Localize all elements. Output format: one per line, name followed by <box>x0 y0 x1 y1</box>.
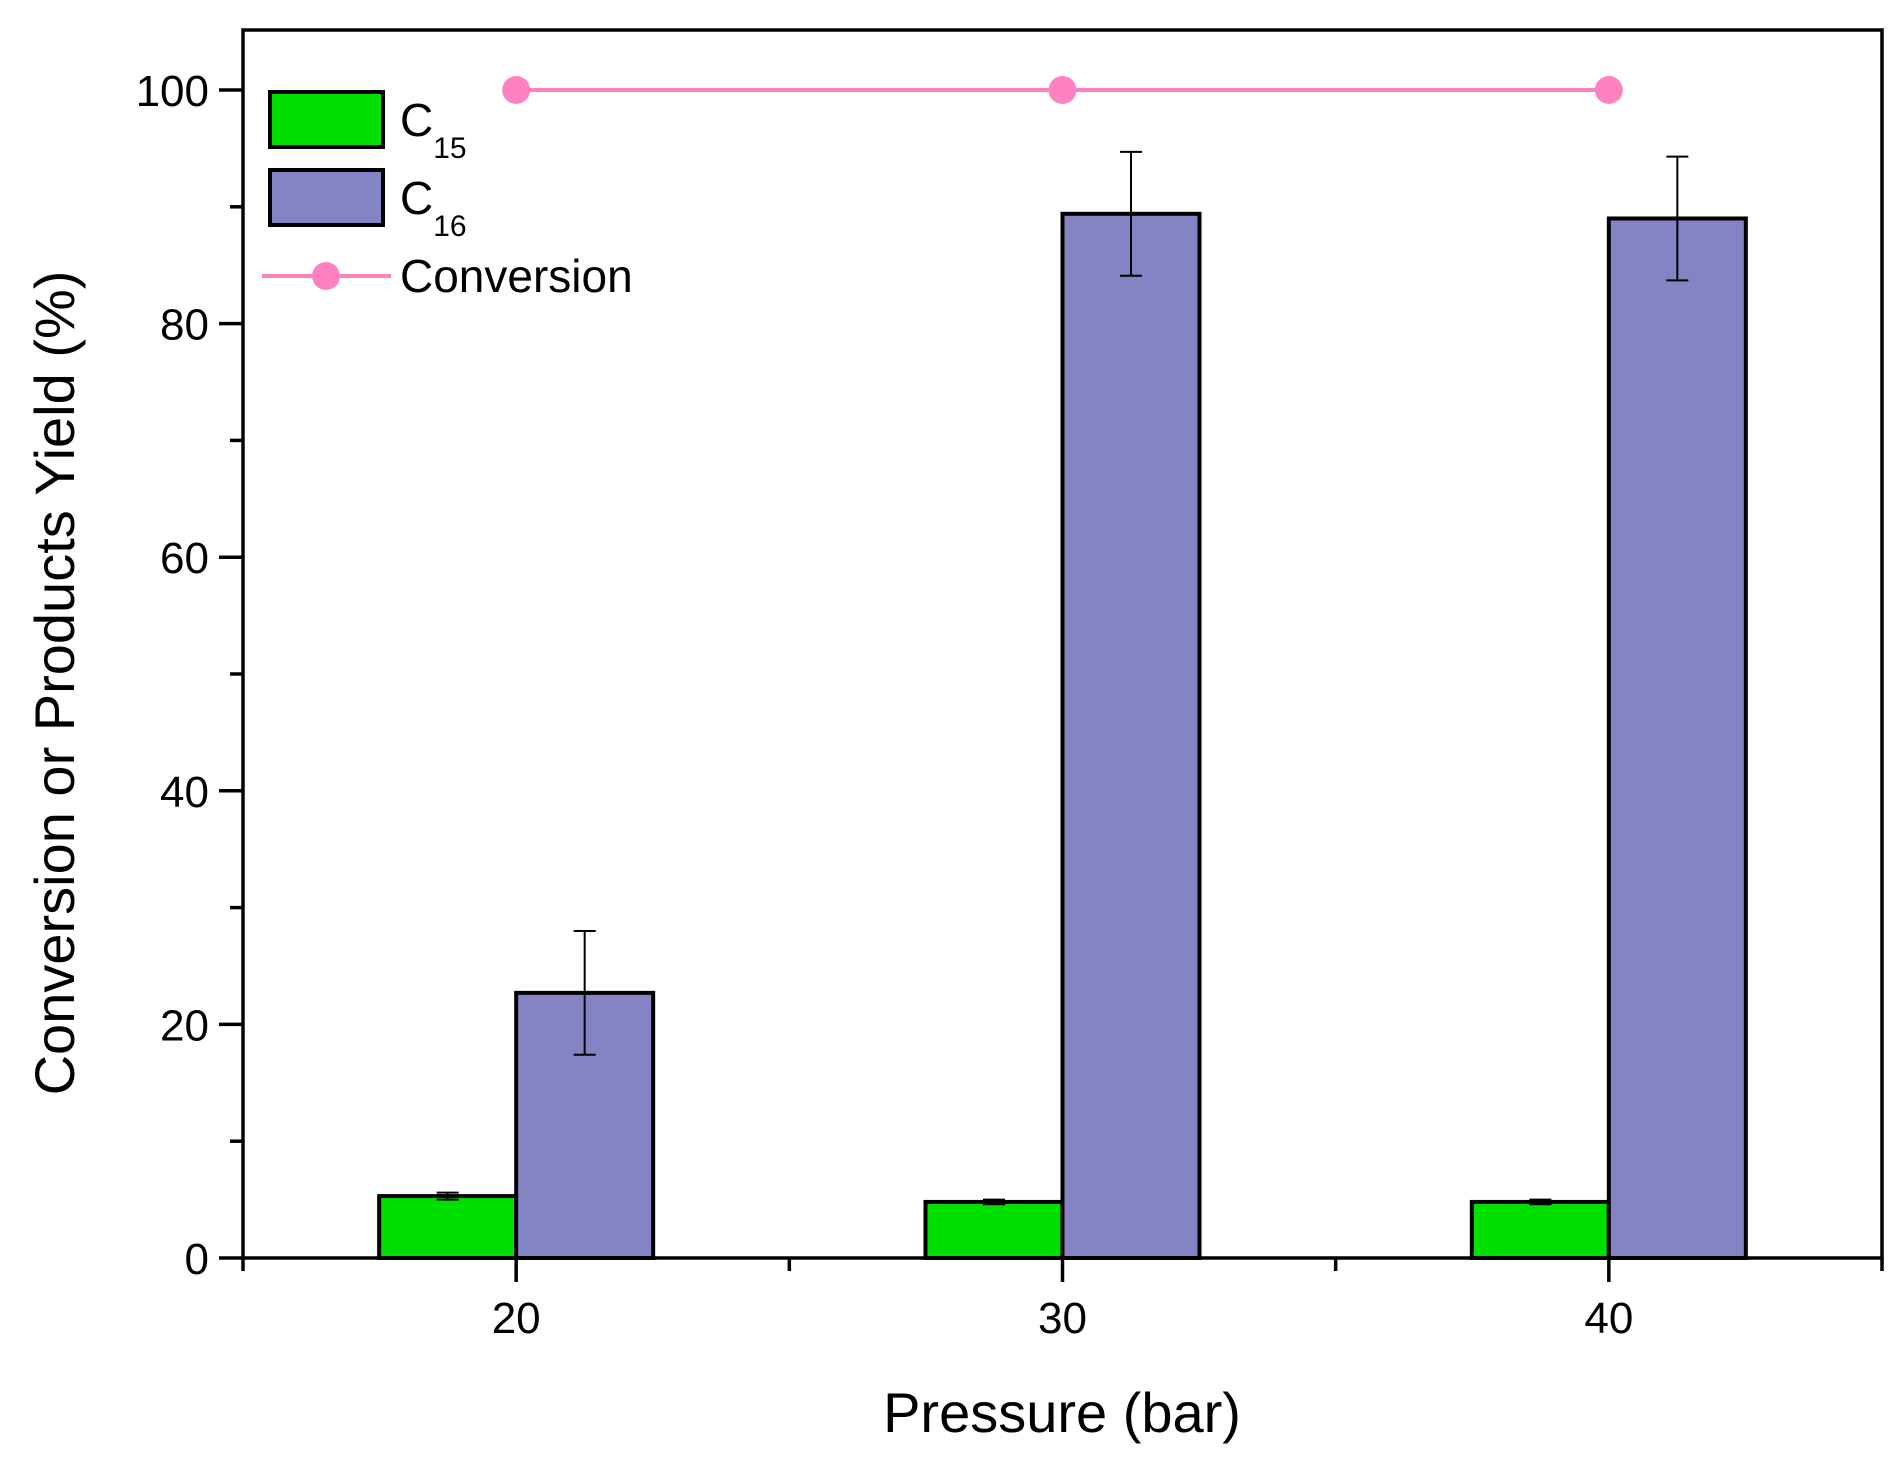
point-conversion-40 <box>1594 76 1623 104</box>
axes: 0 20 40 60 80 100 20 30 40 <box>136 67 1884 1343</box>
y-tick-label: 100 <box>136 67 209 116</box>
legend-item-c16: C16 <box>268 168 467 243</box>
legend-item-conversion: Conversion <box>262 250 633 302</box>
legend-label-c15: C15 <box>400 94 467 165</box>
legend-marker-conversion <box>312 262 340 290</box>
point-conversion-30 <box>1048 76 1077 104</box>
legend-label-main: Conversion <box>400 250 633 302</box>
x-tick-label: 20 <box>492 1294 541 1343</box>
legend-label-main: C <box>400 94 433 146</box>
x-tick-label: 40 <box>1584 1294 1633 1343</box>
bar-c15-40 <box>1469 1199 1611 1261</box>
bar-c15-20 <box>377 1194 519 1260</box>
point-conversion-20 <box>502 76 531 104</box>
y-axis-title: Conversion or Products Yield (%) <box>23 271 86 1096</box>
legend-label-subscript: 15 <box>433 132 466 165</box>
y-tick-label: 80 <box>160 301 209 350</box>
y-tick-label: 0 <box>185 1235 209 1284</box>
y-tick-label: 60 <box>160 534 209 583</box>
legend-swatch-c15 <box>268 90 385 149</box>
error-bar-c16-20 <box>573 929 596 1056</box>
error-bar-c16-40 <box>1666 155 1689 282</box>
legend-label-main: C <box>400 172 433 224</box>
legend-label-subscript: 16 <box>433 210 466 243</box>
error-bar-c16-30 <box>1120 150 1142 277</box>
y-tick-label: 40 <box>160 768 209 817</box>
legend-label-c16: C16 <box>400 172 467 243</box>
y-tick-label: 20 <box>160 1001 209 1050</box>
legend-swatch-c16 <box>268 168 385 227</box>
plot-marks <box>377 76 1748 1261</box>
bar-c15-30 <box>923 1199 1065 1261</box>
bar-c16-30 <box>1060 211 1202 1261</box>
error-bar-c15-30 <box>983 1198 1005 1206</box>
error-bar-c15-40 <box>1529 1198 1552 1206</box>
legend-label-conversion: Conversion <box>400 250 633 302</box>
error-bar-c15-20 <box>436 1191 459 1201</box>
x-axis-title: Pressure (bar) <box>883 1381 1241 1444</box>
x-tick-label: 30 <box>1038 1294 1087 1343</box>
bar-c16-40 <box>1606 216 1748 1261</box>
legend-item-c15: C15 <box>268 90 467 165</box>
